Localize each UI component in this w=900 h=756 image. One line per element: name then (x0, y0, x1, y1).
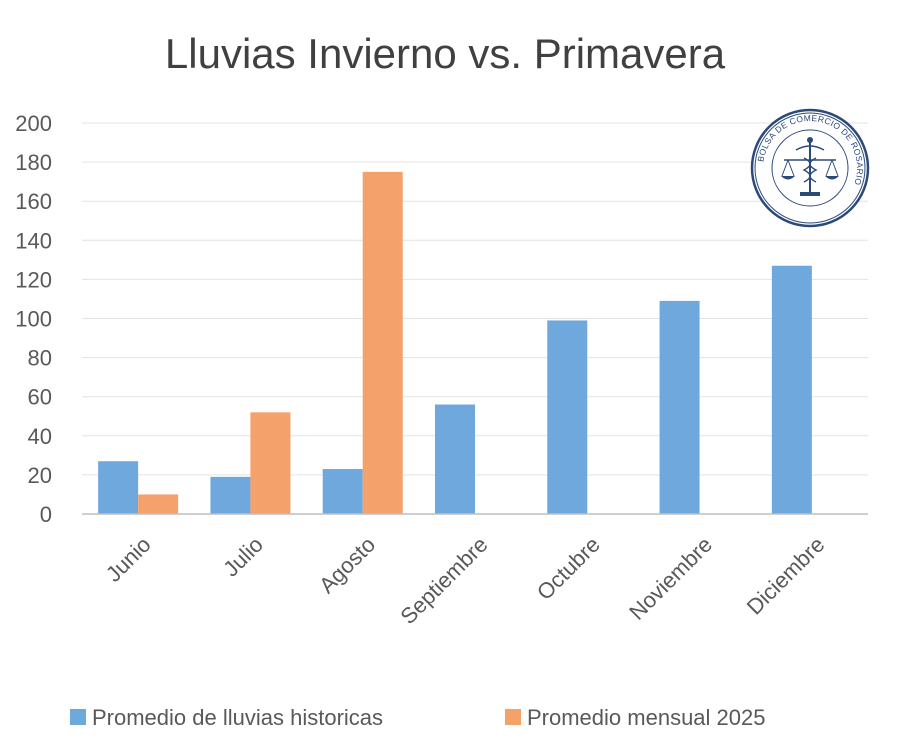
x-category-label: Agosto (314, 532, 380, 598)
legend-swatch (70, 709, 86, 725)
x-category-label: Septiembre (395, 532, 492, 629)
y-tick-label: 200 (15, 111, 52, 136)
chart-title: Lluvias Invierno vs. Primavera (165, 30, 726, 77)
bar-historicas-septiembre (435, 404, 475, 514)
y-axis: 0 20 40 60 80 100 120 140 160 180 200 (15, 111, 52, 527)
legend-label: Promedio de lluvias historicas (92, 705, 383, 730)
bar-historicas-agosto (322, 469, 363, 514)
legend-swatch (505, 709, 521, 725)
y-tick-label: 40 (28, 424, 52, 449)
y-tick-label: 180 (15, 150, 52, 175)
bars (98, 171, 812, 514)
y-tick-label: 120 (15, 267, 52, 292)
y-tick-label: 160 (15, 189, 52, 214)
x-category-label: Junio (101, 532, 156, 587)
x-category-label: Julio (218, 532, 268, 582)
scales-of-justice-seal-icon: BOLSA DE COMERCIO DE ROSARIO (750, 108, 870, 228)
x-category-label: Noviembre (624, 532, 717, 625)
gridlines (82, 122, 868, 476)
x-category-label: Octubre (532, 532, 605, 605)
y-tick-label: 100 (15, 307, 52, 332)
bar-historicas-junio (98, 461, 139, 514)
y-tick-label: 20 (28, 463, 52, 488)
bar-historicas-julio (210, 476, 251, 514)
bar-historicas-octubre (547, 320, 588, 514)
bar-historicas-diciembre (771, 265, 812, 514)
y-tick-label: 140 (15, 228, 52, 253)
bar-historicas-noviembre (659, 300, 700, 514)
x-category-label: Diciembre (742, 532, 830, 620)
bar-2025-junio (138, 494, 179, 514)
y-tick-label: 60 (28, 385, 52, 410)
legend: Promedio de lluvias historicas Promedio m… (70, 705, 765, 730)
x-axis: Junio Julio Agosto Septiembre Octubre Noviemb… (101, 532, 830, 629)
bar-2025-julio (250, 412, 291, 514)
y-tick-label: 80 (28, 346, 52, 371)
bar-2025-agosto (362, 171, 403, 514)
y-tick-label: 0 (40, 502, 52, 527)
legend-label: Promedio mensual 2025 (527, 705, 765, 730)
